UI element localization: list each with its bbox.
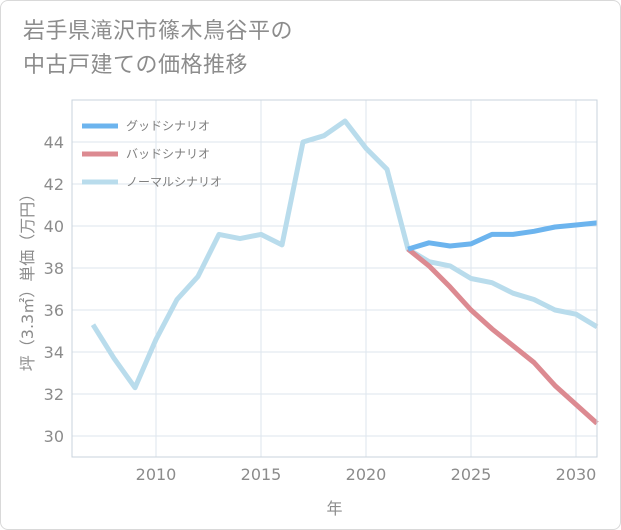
legend-label: グッドシナリオ (126, 119, 210, 133)
series-line-1 (406, 247, 599, 426)
y-tick-label: 30 (44, 427, 64, 446)
series-line-2 (90, 118, 599, 391)
plot-frame (71, 99, 598, 458)
legend-label: バッドシナリオ (126, 147, 210, 161)
x-tick-label: 2015 (241, 465, 282, 484)
x-axis-title: 年 (326, 499, 342, 518)
chart-title-line-1: 岩手県滝沢市篠木鳥谷平の (23, 19, 294, 44)
x-tick-label: 2030 (556, 465, 597, 484)
y-tick-label: 32 (44, 385, 64, 404)
x-tick-label: 2025 (451, 465, 492, 484)
y-tick-label: 40 (44, 217, 64, 236)
chart-title-line-2: 中古戸建ての価格推移 (23, 53, 249, 78)
axes: 30 32 34 36 38 40 42 44 2010 2015 2020 2025 2030 (44, 99, 598, 484)
legend-label: ノーマルシナリオ (126, 175, 222, 189)
chart-title: 岩手県滝沢市篠木鳥谷平の 中古戸建ての価格推移 (23, 15, 583, 83)
series-line-0 (407, 220, 598, 252)
x-tick-label: 2020 (346, 465, 387, 484)
y-tick-label: 34 (44, 343, 64, 362)
y-tick-label: 38 (44, 259, 64, 278)
y-tick-label: 44 (44, 133, 64, 152)
series-layer (90, 118, 599, 426)
x-tick-label: 2010 (136, 465, 177, 484)
y-tick-label: 42 (44, 175, 64, 194)
y-tick-label: 36 (44, 301, 64, 320)
y-axis-title: 坪（3.3㎡）単価（万円） (18, 186, 37, 371)
